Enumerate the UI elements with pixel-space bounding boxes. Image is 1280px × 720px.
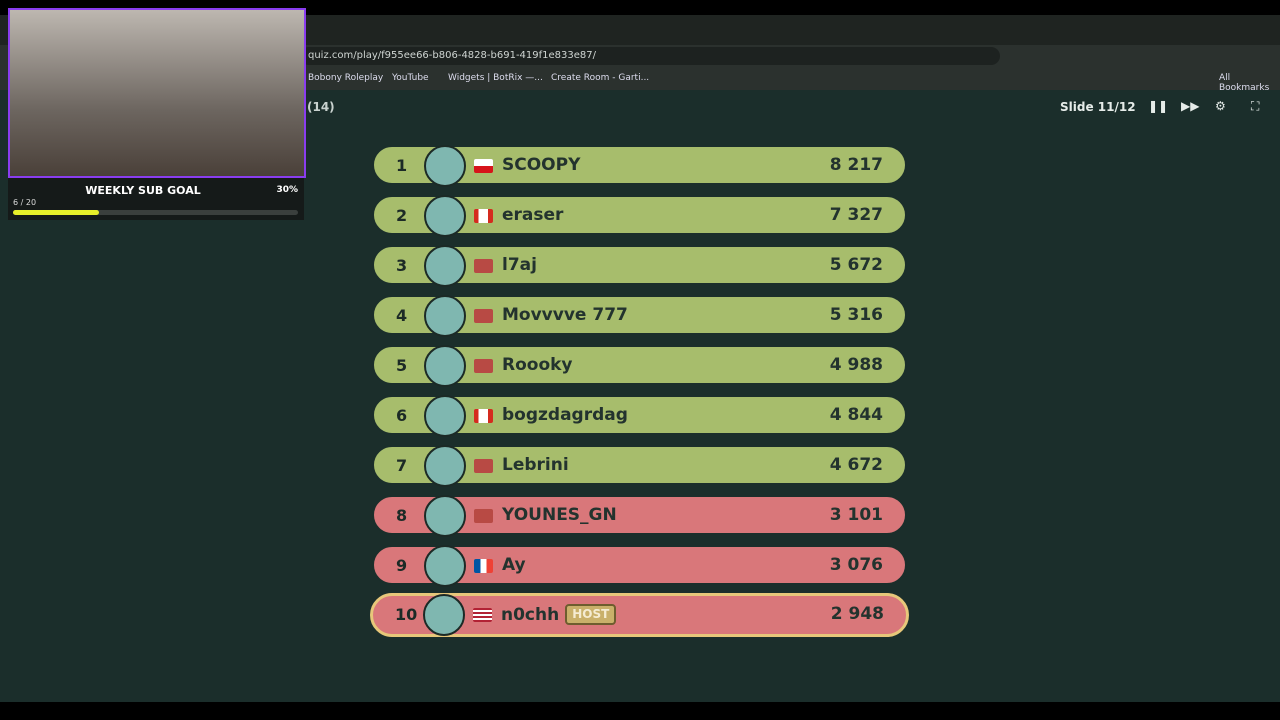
player-name: l7aj: [502, 255, 537, 275]
fullscreen-button[interactable]: ⛶: [1251, 99, 1260, 113]
bookmarks-bar: Bobony Roleplay YouTube Widgets | BotRix…: [0, 67, 1280, 93]
quiz-page: (14) Slide 11/12 ❚❚ ▶▶ ⚙ ⛶ 1 SCOOPY 8 217 2…: [0, 90, 1280, 702]
pause-button[interactable]: ❚❚: [1148, 99, 1169, 113]
leaderboard-row: 1 SCOOPY 8 217: [372, 145, 907, 187]
leaderboard-row: 8 YOUNES_GN 3 101: [372, 495, 907, 537]
player-name: Ay: [502, 555, 526, 575]
flag: [473, 608, 492, 622]
leaderboard-row: 5 Roooky 4 988: [372, 345, 907, 387]
bookmark[interactable]: Bobony Roleplay: [308, 73, 384, 83]
rank: 5: [396, 356, 408, 375]
url-field[interactable]: quiz.com/play/f955ee66-b806-4828-b691-41…: [300, 47, 1000, 65]
next-button[interactable]: ▶▶: [1181, 99, 1200, 113]
rank: 2: [396, 206, 408, 225]
player-name: YOUNES_GN: [502, 505, 617, 525]
name-text: bogzdagrdag: [502, 405, 628, 425]
player-name: n0chh HOST: [501, 604, 617, 625]
player-name: SCOOPY: [502, 155, 580, 175]
player-name: Lebrini: [502, 455, 569, 475]
avatar: [424, 145, 466, 187]
name-text: eraser: [502, 205, 564, 225]
bookmark[interactable]: All Bookmarks: [1219, 73, 1270, 93]
goal-progress: 6 / 20: [13, 198, 37, 207]
name-text: Movvvve 777: [502, 305, 628, 325]
score: 2 948: [830, 604, 884, 624]
leaderboard-row: 7 Lebrini 4 672: [372, 445, 907, 487]
bookmark[interactable]: Create Room - Garti...: [551, 73, 650, 83]
name-text: n0chh: [501, 605, 560, 625]
rank: 4: [396, 306, 408, 325]
goal-percent: 30%: [276, 185, 298, 195]
flag: [474, 459, 493, 473]
player-name: bogzdagrdag: [502, 405, 628, 425]
score: 3 101: [829, 505, 883, 525]
address-bar: quiz.com/play/f955ee66-b806-4828-b691-41…: [0, 45, 1280, 67]
flag: [474, 309, 493, 323]
progress-bar: [13, 210, 298, 215]
avatar: [424, 495, 466, 537]
leaderboard-row: 6 bogzdagrdag 4 844: [372, 395, 907, 437]
score: 3 076: [829, 555, 883, 575]
goal-title: WEEKLY SUB GOAL: [85, 184, 201, 197]
flag: [474, 259, 493, 273]
bookmark[interactable]: Widgets | BotRix —...: [448, 73, 543, 83]
rank: 7: [396, 456, 408, 475]
leaderboard-row: 3 l7aj 5 672: [372, 245, 907, 287]
flag: [474, 509, 493, 523]
leaderboard-row: 9 Ay 3 076: [372, 545, 907, 587]
avatar: [424, 545, 466, 587]
score: 7 327: [829, 205, 883, 225]
rank: 9: [396, 556, 408, 575]
leaderboard-row: 10 n0chh HOST 2 948: [370, 593, 909, 637]
rank: 8: [396, 506, 408, 525]
avatar: [424, 345, 466, 387]
player-name: Roooky: [502, 355, 573, 375]
player-count: (14): [307, 100, 335, 114]
score: 5 316: [829, 305, 883, 325]
player-name: eraser: [502, 205, 563, 225]
bookmark[interactable]: YouTube: [392, 73, 429, 83]
name-text: l7aj: [502, 255, 537, 275]
slide-indicator: Slide 11/12: [1060, 100, 1136, 114]
leaderboard-row: 4 Movvvve 777 5 316: [372, 295, 907, 337]
name-text: YOUNES_GN: [502, 505, 617, 525]
name-text: Lebrini: [502, 455, 569, 475]
flag: [474, 559, 493, 573]
webcam: [8, 8, 306, 178]
settings-button[interactable]: ⚙: [1215, 99, 1226, 113]
player-name: Movvvve 777: [502, 305, 628, 325]
rank: 1: [396, 156, 408, 175]
flag: [474, 359, 493, 373]
avatar: [424, 195, 466, 237]
name-text: SCOOPY: [502, 155, 581, 175]
rank: 6: [396, 406, 408, 425]
rank: 3: [396, 256, 408, 275]
avatar: [424, 245, 466, 287]
avatar: [424, 445, 466, 487]
name-text: Ay: [502, 555, 526, 575]
rank: 10: [395, 605, 418, 624]
avatar: [424, 295, 466, 337]
leaderboard-row: 2 eraser 7 327: [372, 195, 907, 237]
flag: [474, 409, 493, 423]
host-badge: HOST: [565, 604, 617, 625]
score: 4 988: [829, 355, 883, 375]
name-text: Roooky: [502, 355, 573, 375]
score: 4 844: [829, 405, 883, 425]
flag: [474, 209, 493, 223]
sub-goal: WEEKLY SUB GOAL 30% 6 / 20: [8, 178, 304, 220]
score: 4 672: [829, 455, 883, 475]
avatar: [423, 594, 465, 636]
avatar: [424, 395, 466, 437]
score: 8 217: [829, 155, 883, 175]
flag: [474, 159, 493, 173]
score: 5 672: [829, 255, 883, 275]
